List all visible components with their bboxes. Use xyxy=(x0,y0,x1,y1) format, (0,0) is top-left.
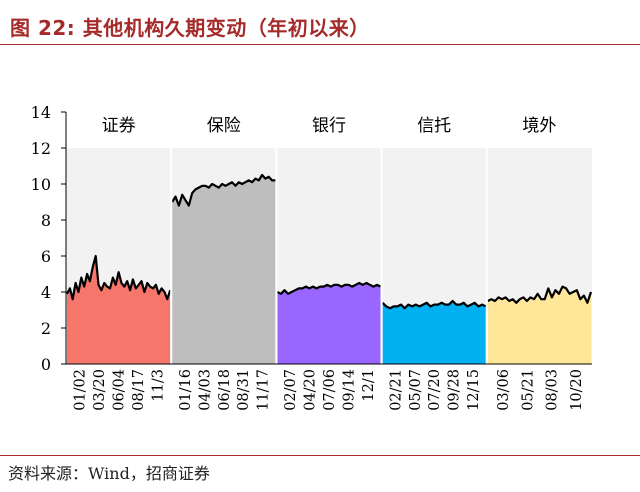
source-rule xyxy=(0,455,640,456)
x-tick-label: 09/28 xyxy=(447,369,463,411)
x-tick-label: 03/06 xyxy=(496,369,512,411)
x-tick-label: 03/20 xyxy=(92,369,108,411)
y-tick-label: 0 xyxy=(41,355,51,374)
series-line-2 xyxy=(171,173,276,207)
series-line-1 xyxy=(66,254,172,301)
series-line-4 xyxy=(381,299,487,310)
series-line-5 xyxy=(487,285,593,304)
area-5 xyxy=(487,286,591,364)
x-tick-label: 02/21 xyxy=(388,369,404,411)
x-tick-label: 08/17 xyxy=(131,369,147,411)
y-tick-label: 6 xyxy=(41,247,51,266)
x-tick-label: 11/17 xyxy=(256,369,272,411)
source-note: 资料来源：Wind，招商证券 xyxy=(8,464,210,483)
x-tick-label: 12/15 xyxy=(466,369,482,411)
x-tick-label: 11/3 xyxy=(150,369,166,402)
area-4 xyxy=(382,301,486,364)
figure-title: 图 22: 其他机构久期变动（年初以来） xyxy=(10,16,370,40)
area-3 xyxy=(277,283,381,364)
x-tick-label: 08/03 xyxy=(545,369,561,411)
y-tick-label: 8 xyxy=(41,211,51,230)
area-1 xyxy=(67,256,171,364)
x-tick-label: 07/20 xyxy=(427,369,443,411)
y-tick-label: 12 xyxy=(31,139,51,158)
x-tick-label: 06/04 xyxy=(112,369,128,411)
x-tick-label: 10/20 xyxy=(569,369,585,411)
x-tick-label: 05/21 xyxy=(520,369,536,411)
panel-label-4: 信托 xyxy=(417,116,451,136)
y-tick-label: 2 xyxy=(41,319,51,338)
title-rule xyxy=(0,44,640,45)
x-tick-label: 02/07 xyxy=(283,369,299,411)
y-tick-label: 10 xyxy=(31,175,51,194)
area-2 xyxy=(172,175,276,364)
x-tick-label: 06/18 xyxy=(217,369,233,411)
x-tick-label: 01/16 xyxy=(178,369,194,411)
panel-label-1: 证券 xyxy=(102,116,136,136)
panel-label-3: 银行 xyxy=(312,116,346,136)
x-tick-label: 07/06 xyxy=(322,369,338,411)
panel-label-5: 境外 xyxy=(522,116,556,136)
x-tick-label: 04/03 xyxy=(197,369,213,411)
x-tick-label: 04/20 xyxy=(303,369,319,411)
y-tick-label: 14 xyxy=(31,103,51,122)
x-tick-label: 08/31 xyxy=(236,369,252,411)
x-tick-label: 01/02 xyxy=(73,369,89,411)
series-line-3 xyxy=(276,281,382,295)
y-tick-label: 4 xyxy=(41,283,51,302)
x-tick-label: 09/14 xyxy=(341,369,357,411)
x-tick-label: 12/1 xyxy=(361,369,377,402)
x-tick-label: 05/07 xyxy=(408,369,424,411)
panel-label-2: 保险 xyxy=(207,116,241,136)
